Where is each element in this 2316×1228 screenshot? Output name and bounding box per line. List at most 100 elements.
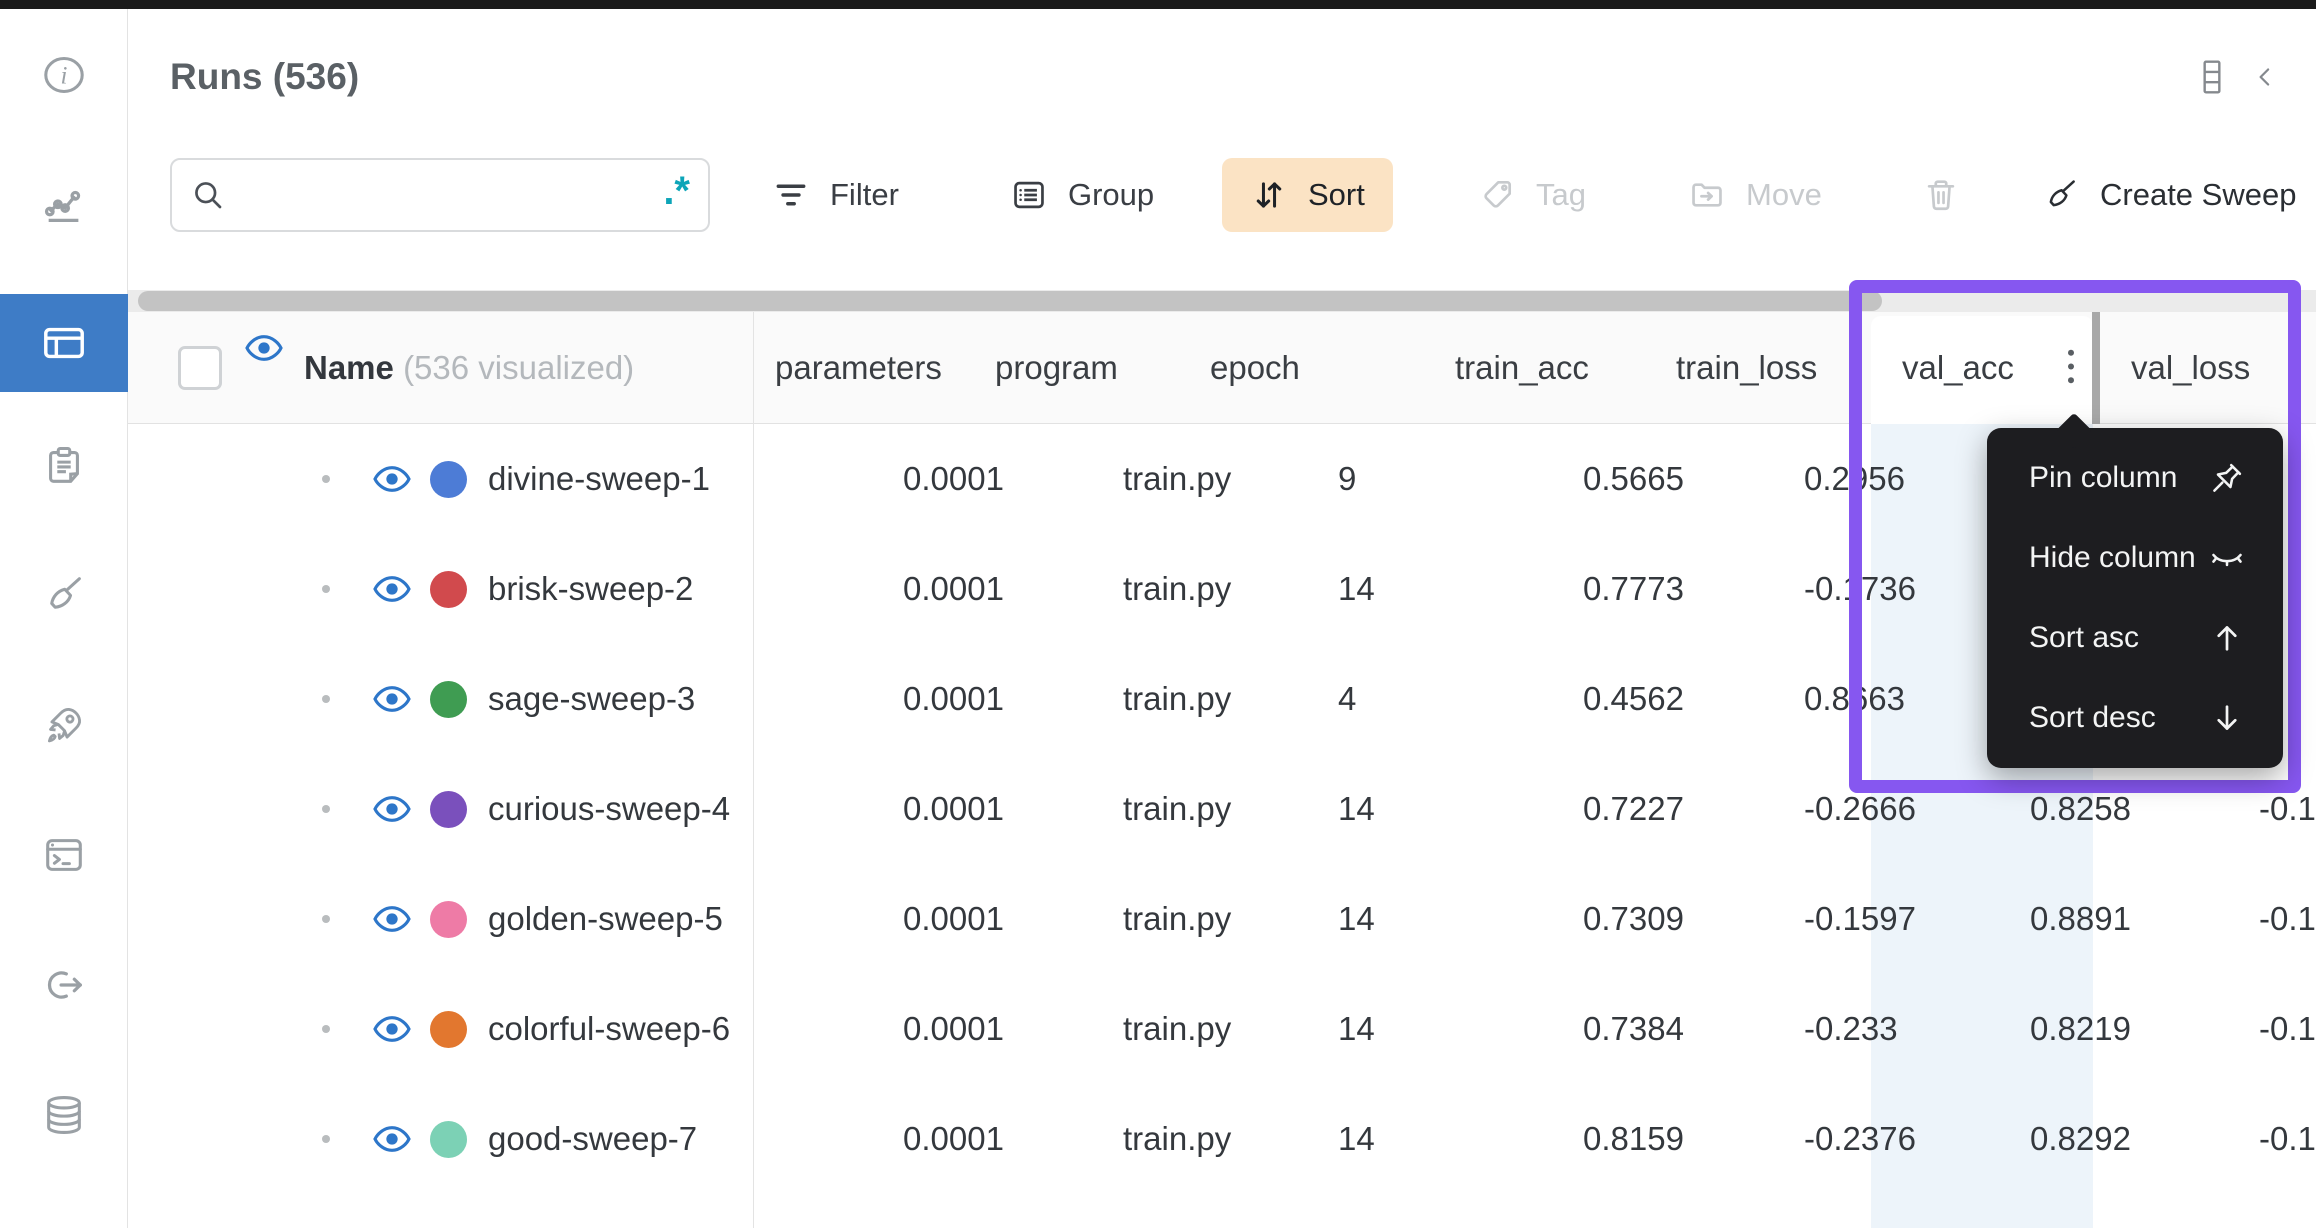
menu-item-sort-asc[interactable]: Sort asc [1987, 598, 2283, 678]
drag-handle-dot[interactable] [322, 475, 330, 483]
table-row[interactable]: divine-sweep-1 0.0001 train.py 9 0.5665 … [128, 424, 2316, 534]
svg-text:i: i [61, 63, 68, 90]
sort-button[interactable]: Sort [1222, 158, 1393, 232]
drag-handle-dot[interactable] [322, 1135, 330, 1143]
drag-handle-dot[interactable] [322, 805, 330, 813]
sidebar-item-logs[interactable] [0, 803, 128, 907]
run-name-link[interactable]: golden-sweep-5 [488, 900, 723, 937]
link-out-icon [41, 962, 87, 1008]
sidebar-item-runs-table[interactable] [0, 294, 128, 392]
filter-icon [772, 176, 810, 214]
filter-button[interactable]: Filter [772, 158, 899, 232]
move-button[interactable]: Move [1688, 158, 1822, 232]
sweep-broom-icon [2042, 176, 2080, 214]
tag-button[interactable]: Tag [1478, 158, 1586, 232]
regex-toggle[interactable]: .* [663, 169, 690, 213]
columns-icon[interactable] [2196, 58, 2228, 96]
run-color-dot [430, 1121, 467, 1158]
sort-icon [1250, 176, 1288, 214]
drag-handle-dot[interactable] [322, 915, 330, 923]
pin-icon [2209, 460, 2245, 496]
menu-item-hide-column[interactable]: Hide column [1987, 518, 2283, 598]
table-row[interactable]: good-sweep-7 0.0001 train.py 14 0.8159 -… [128, 1084, 2316, 1194]
row-eye-icon[interactable] [372, 569, 412, 609]
sidebar-item-launch[interactable] [0, 673, 128, 777]
row-eye-icon[interactable] [372, 899, 412, 939]
table-row[interactable]: curious-sweep-4 0.0001 train.py 14 0.722… [128, 754, 2316, 864]
move-folder-icon [1688, 176, 1726, 214]
column-header-val-acc[interactable]: val_acc [1902, 349, 2014, 386]
sidebar-item-artifacts[interactable] [0, 1063, 128, 1167]
arrow-up-icon [2209, 620, 2245, 656]
run-name-link[interactable]: curious-sweep-4 [488, 790, 731, 827]
terminal-icon [41, 832, 87, 878]
clipboard-icon [41, 442, 87, 488]
sidebar-item-notes[interactable] [0, 413, 128, 517]
run-color-dot [430, 571, 467, 608]
arrow-down-icon [2209, 700, 2245, 736]
drag-handle-dot[interactable] [322, 1025, 330, 1033]
sidebar-item-overview[interactable]: i [0, 23, 128, 127]
sidebar-item-sweeps[interactable] [0, 543, 128, 647]
column-header-program[interactable]: program [995, 349, 1118, 386]
column-header-val-loss[interactable]: val_loss [2131, 349, 2251, 386]
column-header-train-loss[interactable]: train_loss [1676, 349, 1818, 386]
column-header-train-acc[interactable]: train_acc [1455, 349, 1589, 386]
search-input[interactable] [238, 178, 652, 212]
column-resize-handle[interactable] [2092, 312, 2100, 424]
column-header-parameters[interactable]: parameters [775, 349, 942, 386]
name-column-header[interactable]: Name (536 visualized) [304, 349, 635, 386]
table-row[interactable]: golden-sweep-5 0.0001 train.py 14 0.7309… [128, 864, 2316, 974]
menu-item-pin-column[interactable]: Pin column [1987, 438, 2283, 518]
horizontal-scrollbar [128, 290, 2316, 312]
delete-button[interactable] [1922, 158, 1960, 232]
val-acc-column-menu-icon[interactable] [2056, 344, 2086, 392]
run-name-link[interactable]: good-sweep-7 [488, 1120, 698, 1157]
row-eye-icon[interactable] [372, 459, 412, 499]
info-icon: i [41, 52, 87, 98]
chevron-left-icon[interactable] [2250, 62, 2280, 92]
column-context-menu: Pin column Hide column Sort asc Sort des… [1987, 412, 2283, 768]
row-eye-icon[interactable] [372, 1119, 412, 1159]
run-color-dot [430, 681, 467, 718]
sidebar-item-automations[interactable] [0, 933, 128, 1037]
database-icon [41, 1092, 87, 1138]
select-all-checkbox[interactable] [178, 346, 222, 390]
sidebar: i [0, 9, 128, 1228]
broom-icon [41, 572, 87, 618]
run-color-dot [430, 1011, 467, 1048]
chart-icon [41, 182, 87, 228]
menu-item-sort-desc[interactable]: Sort desc [1987, 678, 2283, 758]
table-row[interactable]: colorful-sweep-6 0.0001 train.py 14 0.73… [128, 974, 2316, 1084]
trash-icon [1922, 176, 1960, 214]
run-name-link[interactable]: divine-sweep-1 [488, 460, 710, 497]
row-eye-icon[interactable] [372, 789, 412, 829]
rocket-icon [41, 702, 87, 748]
run-color-dot [430, 901, 467, 938]
group-icon [1010, 176, 1048, 214]
drag-handle-dot[interactable] [322, 585, 330, 593]
scrollbar-thumb[interactable] [138, 291, 1882, 311]
page-title: Runs (536) [170, 56, 360, 97]
run-color-dot [430, 791, 467, 828]
run-name-link[interactable]: sage-sweep-3 [488, 680, 696, 717]
group-button[interactable]: Group [1010, 158, 1154, 232]
row-eye-icon[interactable] [372, 679, 412, 719]
drag-handle-dot[interactable] [322, 695, 330, 703]
run-name-link[interactable]: brisk-sweep-2 [488, 570, 694, 607]
visibility-eye-icon[interactable] [244, 328, 284, 368]
window-top-edge [0, 0, 2316, 9]
val-acc-header-hover [1871, 316, 2093, 424]
hide-eye-icon [2209, 540, 2245, 576]
create-sweep-button[interactable]: Create Sweep [2042, 158, 2296, 232]
run-color-dot [430, 461, 467, 498]
row-eye-icon[interactable] [372, 1009, 412, 1049]
column-header-epoch[interactable]: epoch [1210, 349, 1300, 386]
table-icon [41, 320, 87, 366]
run-name-link[interactable]: colorful-sweep-6 [488, 1010, 731, 1047]
tag-icon [1478, 176, 1516, 214]
name-column-divider [753, 312, 754, 1228]
search-box: .* [170, 158, 710, 232]
sidebar-item-charts[interactable] [0, 153, 128, 257]
search-icon [190, 177, 226, 213]
